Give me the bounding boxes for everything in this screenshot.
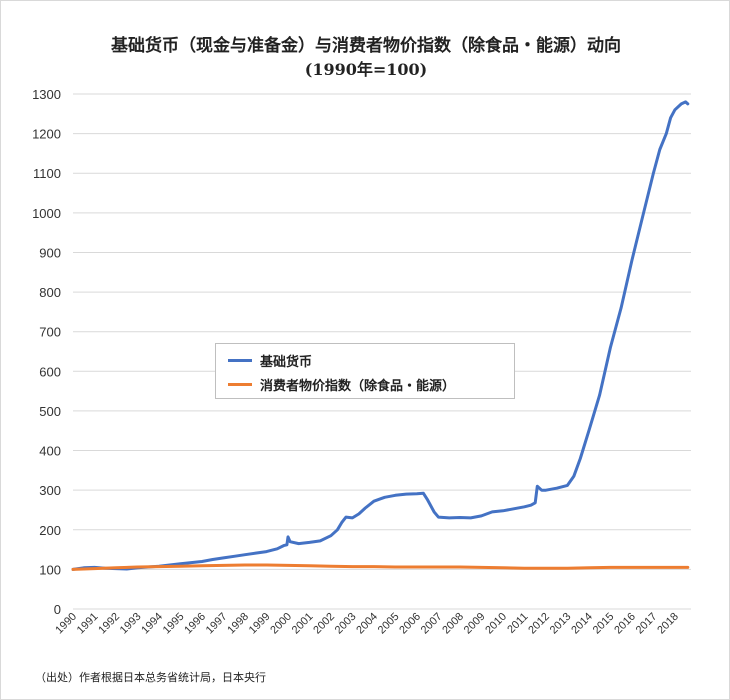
y-tick-label: 100: [39, 562, 61, 577]
legend-label-cpi: 消费者物价指数（除食品・能源）: [260, 378, 456, 394]
x-tick-label: 2008: [440, 611, 466, 637]
x-tick-label: 1993: [118, 611, 144, 637]
chart-subtitle: (1990年=100): [304, 60, 428, 79]
x-tick-label: 2016: [612, 611, 638, 637]
y-tick-label: 300: [39, 483, 61, 498]
series-line-cpi: [71, 563, 690, 571]
x-tick-label: 2017: [634, 611, 660, 637]
x-tick-label: 2003: [333, 611, 359, 637]
y-tick-label: 800: [39, 285, 61, 300]
x-tick-label: 1996: [182, 611, 208, 637]
x-tick-label: 2005: [376, 611, 402, 637]
x-tick-label: 2009: [462, 611, 488, 637]
y-tick-label: 600: [39, 364, 61, 379]
x-tick-label: 1995: [161, 611, 187, 637]
legend-swatch-cpi: [228, 382, 252, 386]
x-tick-label: 2007: [419, 611, 445, 637]
x-tick-label: 2001: [290, 611, 316, 637]
x-tick-label: 1999: [247, 611, 273, 637]
x-tick-label: 2015: [591, 611, 617, 637]
y-tick-label: 700: [39, 325, 61, 340]
source-note: （出处）作者根据日本总务省统计局，日本央行: [35, 671, 266, 684]
x-tick-label: 2002: [311, 611, 337, 637]
y-tick-label: 1100: [33, 166, 61, 181]
legend-item-cpi: 消费者物价指数（除食品・能源）: [228, 374, 455, 394]
y-tick-label: 0: [54, 602, 61, 617]
chart-title: 基础货币（现金与准备金）与消费者物价指数（除食品・能源）动向: [111, 36, 621, 56]
y-tick-label: 200: [39, 523, 61, 538]
y-tick-label: 900: [39, 245, 61, 260]
gridlines: [73, 93, 691, 610]
y-tick-label: 500: [39, 404, 61, 419]
x-tick-label: 2000: [268, 611, 294, 637]
x-tick-label: 2014: [569, 611, 595, 637]
y-tick-label: 1300: [32, 87, 61, 102]
legend-swatch-base-money: [228, 358, 252, 362]
y-tick-label: 400: [39, 444, 61, 459]
legend: 基础货币 消费者物价指数（除食品・能源）: [215, 343, 515, 399]
x-tick-label: 1994: [139, 611, 165, 637]
x-tick-label: 1991: [75, 611, 101, 637]
x-axis-ticks: 1990199119921993199419951996199719981999…: [53, 611, 681, 637]
legend-item-base-money: 基础货币: [228, 350, 312, 370]
legend-label-base-money: 基础货币: [260, 354, 313, 370]
x-tick-label: 2018: [655, 611, 681, 637]
y-axis-ticks: 0 100 200 300 400 500 600 700 800 900 1000 1100 1200…: [32, 87, 61, 617]
x-tick-label: 2011: [505, 611, 530, 636]
x-tick-label: 1998: [225, 611, 251, 637]
y-tick-label: 1000: [32, 206, 61, 221]
x-tick-label: 2006: [397, 611, 423, 637]
x-tick-label: 1997: [204, 611, 230, 637]
series-line-base-money: [71, 100, 690, 571]
y-tick-label: 1200: [32, 127, 61, 142]
x-tick-label: 1992: [96, 611, 122, 637]
x-tick-label: 2004: [354, 611, 380, 637]
x-tick-label: 2012: [526, 611, 552, 637]
x-tick-label: 2013: [548, 611, 574, 637]
series-lines: [71, 100, 690, 571]
x-tick-label: 2010: [483, 611, 509, 637]
